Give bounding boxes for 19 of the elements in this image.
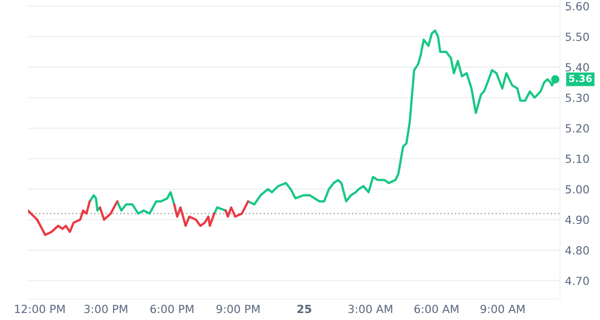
y-tick-label: 4.90 <box>565 216 589 224</box>
y-tick-label: 5.50 <box>566 32 589 41</box>
x-tick-label: 12:00 PM <box>15 304 65 314</box>
x-tick-label: 9:00 AM <box>480 304 524 314</box>
x-tick-label: 25 <box>297 304 312 314</box>
y-tick-label: 5.00 <box>566 185 589 194</box>
y-tick-label: 5.40 <box>566 63 589 72</box>
annotation: 5.36 <box>569 74 592 82</box>
x-tick-label: 6:00 PM <box>150 304 194 314</box>
y-tick-label: 5.20 <box>566 124 589 133</box>
x-tick-label: 3:00 AM <box>348 304 392 314</box>
y-tick-label: 5.10 <box>566 154 589 164</box>
y-tick-label: 5.30 <box>566 94 589 102</box>
y-tick-label: 4.80 <box>565 246 589 255</box>
x-tick-label: 3:00 PM <box>84 304 128 314</box>
y-tick-label: 5.60 <box>566 2 589 10</box>
x-tick-label: 6:00 AM <box>414 304 458 314</box>
x-tick-label: 9:00 PM <box>216 304 260 314</box>
y-tick-label: 4.70 <box>565 276 589 286</box>
